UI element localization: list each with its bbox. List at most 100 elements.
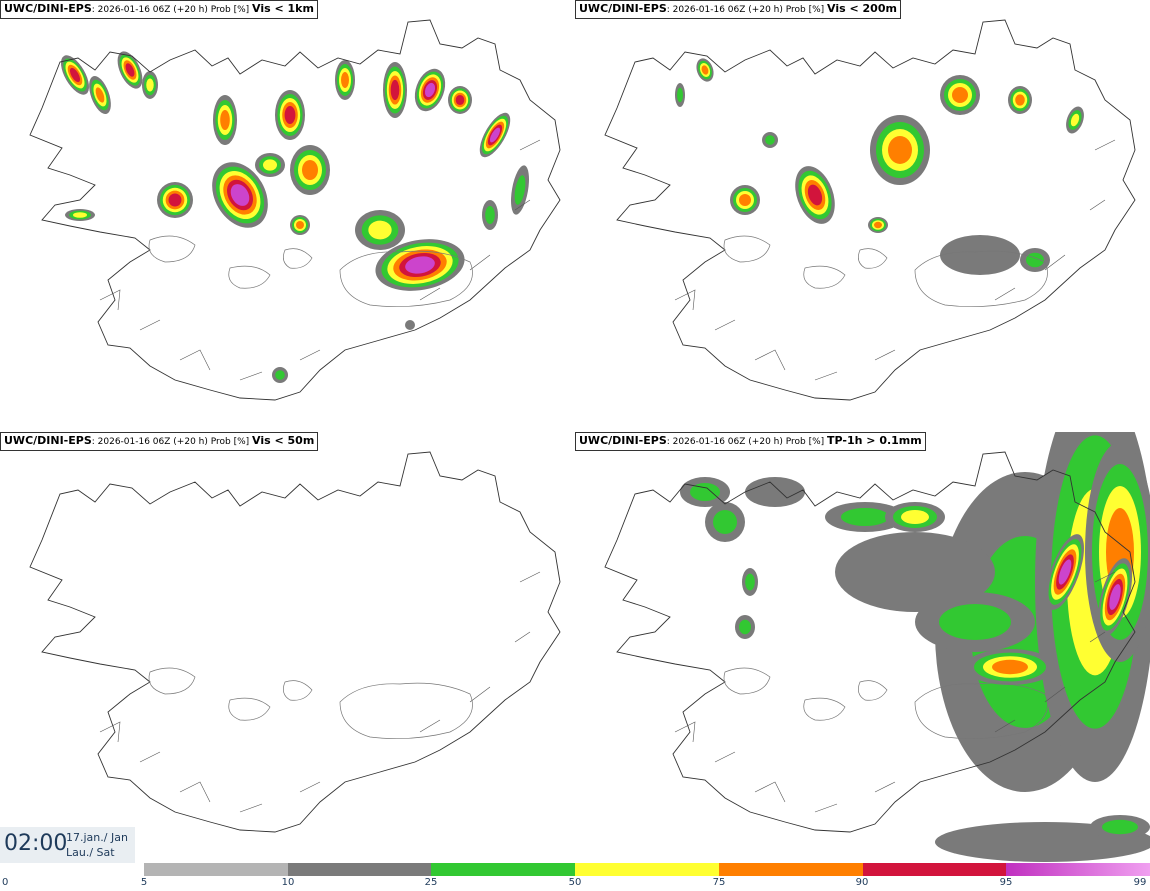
colorbar-tick: 25 (424, 877, 438, 888)
map-panel-vis-1km: UWC/DINI-EPS: 2026-01-16 06Z (+20 h) Pro… (0, 0, 575, 430)
probability-area (212, 162, 268, 228)
map-panel-vis-200m: UWC/DINI-EPS: 2026-01-16 06Z (+20 h) Pro… (575, 0, 1150, 430)
glacier-outline (858, 248, 888, 269)
colorbar-segment-95-99 (1006, 863, 1150, 876)
map-panel-precip: UWC/DINI-EPS: 2026-01-16 06Z (+20 h) Pro… (575, 432, 1150, 862)
probability-area (414, 68, 446, 112)
probability-area (1046, 534, 1084, 610)
panel-meta: : 2026-01-16 06Z (+20 h) Prob [%] (91, 437, 253, 447)
colorbar-segment-90-95 (862, 863, 1007, 876)
panel-variable: Vis < 1km (252, 2, 314, 15)
glacier-outline (148, 235, 196, 263)
colorbar-label-zero: 0 (2, 877, 9, 888)
colorbar-tick: 95 (999, 877, 1013, 888)
probability-area (157, 182, 193, 218)
glacier-outline (228, 265, 271, 289)
map-panel-vis-50m: UWC/DINI-EPS: 2026-01-16 06Z (+20 h) Pro… (0, 432, 575, 862)
colorbar-tick: 50 (568, 877, 582, 888)
fjords-roads (674, 139, 1116, 381)
panel-variable: Vis < 50m (252, 434, 315, 447)
probability-area (290, 145, 330, 195)
panel-title: UWC/DINI-EPS: 2026-01-16 06Z (+20 h) Pro… (0, 0, 318, 19)
probability-area (680, 477, 730, 507)
probability-area (835, 532, 995, 612)
valid-date-line1: 17.jan./ Jan (66, 831, 128, 844)
colorbar-tick: 5 (140, 877, 148, 888)
probability-area (730, 185, 760, 215)
colorbar-segment-25-50 (431, 863, 576, 876)
probability-area (742, 568, 758, 596)
colorbar-segment-75-90 (718, 863, 863, 876)
panel-variable: Vis < 200m (827, 2, 897, 15)
probability-area (89, 75, 111, 115)
probability-area (272, 367, 288, 383)
glacier-outline (339, 250, 473, 307)
probability-area (675, 83, 685, 107)
probability-area (255, 153, 285, 177)
glacier-outline (339, 682, 473, 739)
coastline (604, 451, 1136, 833)
probability-area (870, 115, 930, 185)
probability-area (1090, 815, 1150, 839)
probability-area (511, 165, 529, 215)
probability-area (885, 502, 945, 532)
probability-area (65, 209, 95, 221)
panel-source: UWC/DINI-EPS (579, 2, 667, 15)
probability-area (448, 86, 472, 114)
probability-area (1066, 106, 1084, 134)
glacier-outline (858, 680, 888, 701)
iceland-map-2 (604, 19, 1136, 401)
probability-area (335, 60, 355, 100)
coastline (29, 19, 561, 401)
panel-meta: : 2026-01-16 06Z (+20 h) Prob [%] (91, 5, 253, 15)
probability-colorbar (144, 863, 1150, 876)
valid-time: 02:00 (4, 831, 68, 856)
fjords-roads (99, 139, 541, 381)
probability-area (142, 71, 158, 99)
glacier-outline (723, 235, 771, 263)
panel-source: UWC/DINI-EPS (4, 434, 92, 447)
probability-area (868, 217, 888, 233)
probability-area (1008, 86, 1032, 114)
probability-area (965, 649, 1055, 685)
probability-area (940, 235, 1020, 275)
coastline (29, 451, 561, 833)
glacier-outline (914, 250, 1048, 307)
panel-title: UWC/DINI-EPS: 2026-01-16 06Z (+20 h) Pro… (575, 0, 901, 19)
panel-title: UWC/DINI-EPS: 2026-01-16 06Z (+20 h) Pro… (575, 432, 926, 451)
probability-area (735, 615, 755, 639)
panel-title: UWC/DINI-EPS: 2026-01-16 06Z (+20 h) Pro… (0, 432, 319, 451)
glacier-outline (283, 680, 313, 701)
probability-area (405, 320, 415, 330)
probability-area (482, 200, 498, 230)
probability-area (61, 55, 89, 95)
glacier-outline (723, 667, 771, 695)
colorbar-segment-5-10 (144, 863, 288, 876)
probability-area (696, 58, 714, 82)
glacier-outline (914, 682, 1048, 739)
probability-area (1020, 248, 1050, 272)
colorbar-tick: 10 (281, 877, 295, 888)
probability-area (940, 75, 980, 115)
probability-area (355, 210, 405, 250)
probability-area (705, 502, 745, 542)
iceland-map-1 (29, 19, 561, 401)
probability-area (275, 90, 305, 140)
probability-area (1097, 558, 1133, 636)
probability-area (290, 215, 310, 235)
probability-area (479, 112, 511, 158)
glacier-outline (228, 697, 271, 721)
fjords-roads (674, 571, 1116, 813)
valid-time-box: 02:00 17.jan./ Jan Lau./ Sat (0, 827, 135, 863)
colorbar-segment-50-75 (575, 863, 719, 876)
panel-source: UWC/DINI-EPS (579, 434, 667, 447)
glacier-outline (148, 667, 196, 695)
valid-date-line2: Lau./ Sat (66, 846, 115, 859)
fjords-roads (99, 571, 541, 813)
colorbar-segment-10-25 (287, 863, 432, 876)
probability-area (213, 95, 237, 145)
panel-variable: TP-1h > 0.1mm (827, 434, 922, 447)
panel-source: UWC/DINI-EPS (4, 2, 92, 15)
probability-area (795, 166, 835, 224)
probability-area (117, 51, 143, 89)
